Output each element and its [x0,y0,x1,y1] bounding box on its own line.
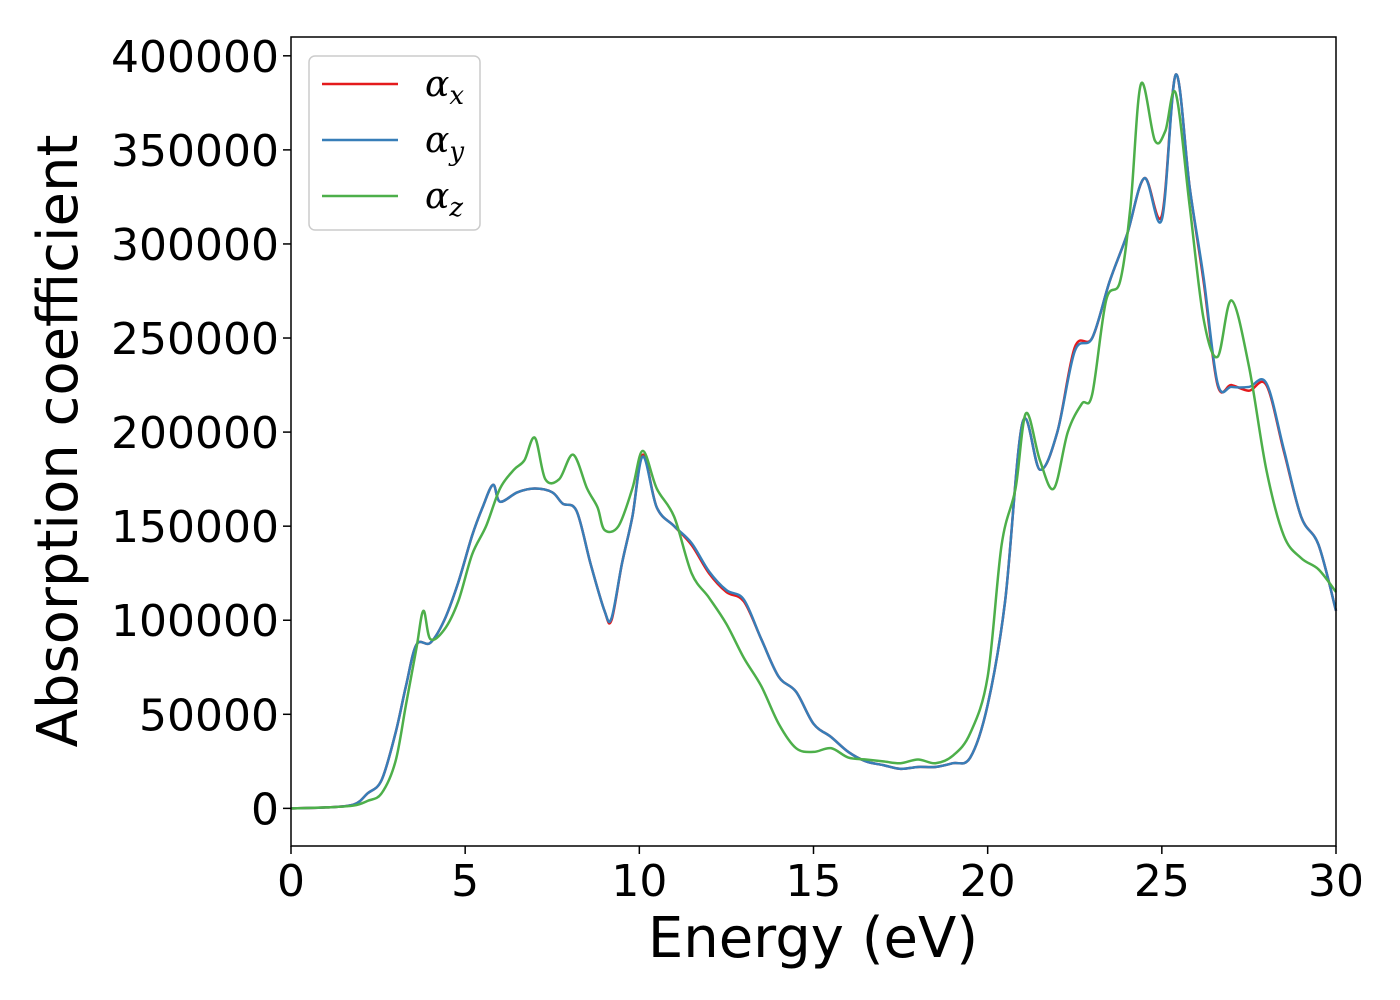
x-tick-label: 15 [786,856,842,907]
y-tick-label: 150000 [111,502,279,553]
y-tick-label: 200000 [111,408,279,459]
y-axis-label: Absorption coefficient [26,135,91,748]
y-tick-label: 100000 [111,596,279,647]
x-tick-label: 20 [960,856,1016,907]
series-line-alpha-z [290,81,1337,810]
x-tick-label: 10 [611,856,667,907]
y-tick-label: 50000 [139,690,279,741]
legend-box [308,55,481,231]
y-tick-label: 400000 [111,32,279,83]
y-tick-label: 250000 [111,314,279,365]
y-tick-label: 0 [251,784,279,835]
x-ticks: 0 5 10 15 20 25 30 [277,846,1364,907]
legend-label-alpha-z: αz [425,176,463,223]
x-axis-label: Energy (eV) [648,906,978,971]
y-ticks: 0 50000 100000 150000 200000 250000 300000 3500… [111,32,291,835]
x-tick-label: 0 [277,856,305,907]
legend: αx αy αz [308,55,481,231]
y-tick-label: 350000 [111,126,279,177]
legend-label-alpha-x: αx [425,64,464,111]
x-tick-label: 30 [1308,856,1364,907]
legend-label-alpha-y: αy [425,120,464,167]
y-tick-label: 300000 [111,220,279,271]
series-line-alpha-y [290,73,1338,810]
x-tick-label: 25 [1134,856,1190,907]
series-layer [290,73,1338,810]
x-tick-label: 5 [451,856,479,907]
